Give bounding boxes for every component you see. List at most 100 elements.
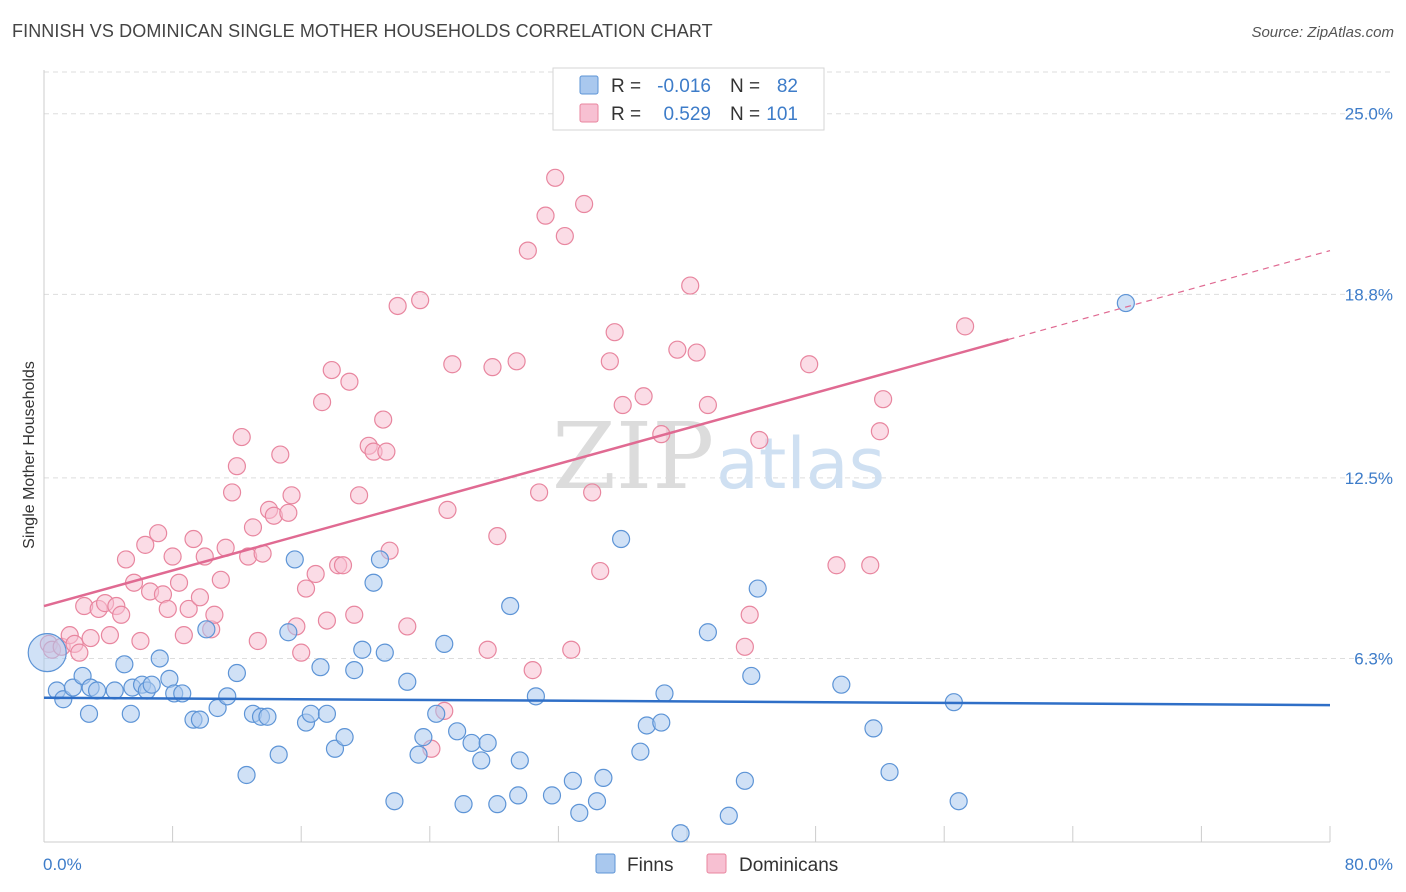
- finns-point: [719, 806, 738, 825]
- finns-point: [54, 690, 73, 709]
- finns-point: [121, 704, 140, 723]
- finns-point: [345, 661, 364, 680]
- dominicans-point: [443, 355, 462, 374]
- dominicans-point: [411, 291, 430, 310]
- dominicans-point: [292, 643, 311, 662]
- finns-point: [427, 704, 446, 723]
- dominicans-point: [116, 550, 136, 569]
- bottom-legend-swatch-dominicans: [706, 853, 727, 874]
- finns-point: [409, 745, 428, 764]
- finns-point: [79, 704, 99, 723]
- legend-n-value-finns: 82: [777, 76, 798, 97]
- finns-point: [510, 751, 529, 770]
- dominicans-point: [279, 503, 298, 522]
- finns-point: [671, 824, 690, 843]
- finns-point: [325, 739, 345, 758]
- finns-point: [880, 762, 899, 782]
- dominicans-point: [296, 579, 316, 598]
- dominicans-point: [345, 605, 364, 624]
- finns-point: [748, 579, 767, 598]
- finns-point: [501, 596, 520, 616]
- dominicans-point: [131, 631, 150, 651]
- watermark-atlas: atlas: [716, 423, 885, 505]
- dominicans-point: [243, 518, 263, 537]
- finns-point: [142, 675, 161, 694]
- finns-point: [385, 792, 404, 811]
- finns-point: [370, 550, 390, 569]
- finns-points: [27, 293, 1135, 843]
- legend-r-label-finns: R =: [611, 76, 641, 97]
- dominicans-point: [735, 637, 754, 656]
- finns-point: [27, 633, 67, 673]
- dominicans-point: [518, 241, 537, 260]
- dominicans-point: [398, 617, 417, 636]
- dominicans-point: [591, 561, 610, 581]
- bottom-legend-label-finns: Finns: [627, 855, 673, 876]
- finns-point: [335, 728, 354, 747]
- finns-point: [542, 786, 562, 805]
- legend-n-value-dominicans: 101: [766, 104, 798, 125]
- y-tick-label: 6.3%: [1354, 649, 1393, 668]
- x-tick-label-min: 0.0%: [43, 855, 82, 874]
- finns-point: [611, 529, 631, 549]
- dominicans-point: [174, 626, 193, 645]
- x-tick-label-max: 80.0%: [1345, 855, 1393, 874]
- dominicans-point: [169, 573, 189, 592]
- dominicans-point: [600, 352, 619, 371]
- dominicans-point: [562, 640, 581, 659]
- finns-point: [237, 765, 256, 785]
- dominicans-point: [634, 387, 653, 406]
- finns-point: [353, 640, 372, 659]
- dominicans-point: [232, 427, 251, 447]
- finns-trend-line: [43, 696, 1331, 707]
- legend-swatch-finns: [579, 75, 599, 95]
- dominicans-point: [158, 599, 177, 619]
- y-axis-label: Single Mother Households: [21, 361, 38, 549]
- dominicans-point: [374, 410, 393, 429]
- dominicans-point: [179, 599, 198, 619]
- dominicans-point: [70, 643, 89, 662]
- finns-point: [311, 658, 330, 677]
- dominicans-point: [322, 360, 341, 380]
- finns-point: [105, 681, 124, 700]
- dominicans-point: [698, 395, 717, 415]
- dominicans-point: [955, 317, 975, 336]
- dominicans-point: [483, 358, 502, 377]
- dominicans-point: [668, 340, 687, 359]
- bottom-legend-label-dominicans: Dominicans: [739, 855, 838, 876]
- finns-point: [301, 704, 320, 723]
- finns-point: [698, 623, 717, 642]
- chart-title: FINNISH VS DOMINICAN SINGLE MOTHER HOUSE…: [12, 21, 713, 41]
- dominicans-point: [271, 445, 290, 464]
- finns-point: [414, 728, 433, 747]
- finns-point: [563, 771, 582, 790]
- watermark: ZIP atlas: [552, 403, 885, 510]
- finns-point: [227, 663, 246, 683]
- finns-point: [652, 713, 671, 732]
- dominicans-point: [827, 556, 846, 575]
- bottom-legend-swatch-finns: [595, 853, 616, 874]
- finns-point: [435, 634, 454, 654]
- legend-n-label-finns: N =: [730, 76, 760, 97]
- y-tick-label: 18.8%: [1345, 285, 1393, 304]
- dominicans-point: [333, 556, 353, 575]
- finns-point: [375, 643, 394, 662]
- finns-point: [864, 719, 883, 738]
- legend-swatch-dominicans: [579, 103, 599, 123]
- finns-point: [1116, 293, 1135, 313]
- dominicans-point: [205, 605, 224, 624]
- finns-point: [269, 745, 288, 764]
- finns-point: [454, 795, 473, 814]
- axes: [43, 70, 1331, 843]
- finns-point: [526, 687, 545, 706]
- finns-point: [258, 707, 277, 726]
- dominicans-point: [112, 605, 131, 624]
- dominicans-point: [184, 529, 203, 549]
- finns-point: [190, 710, 210, 729]
- dominicans-point: [583, 483, 602, 502]
- dominicans-point: [681, 276, 700, 295]
- y-tick-label: 12.5%: [1345, 469, 1393, 488]
- dominicans-point: [306, 564, 325, 584]
- finns-point: [317, 704, 337, 723]
- dominicans-point: [282, 486, 301, 505]
